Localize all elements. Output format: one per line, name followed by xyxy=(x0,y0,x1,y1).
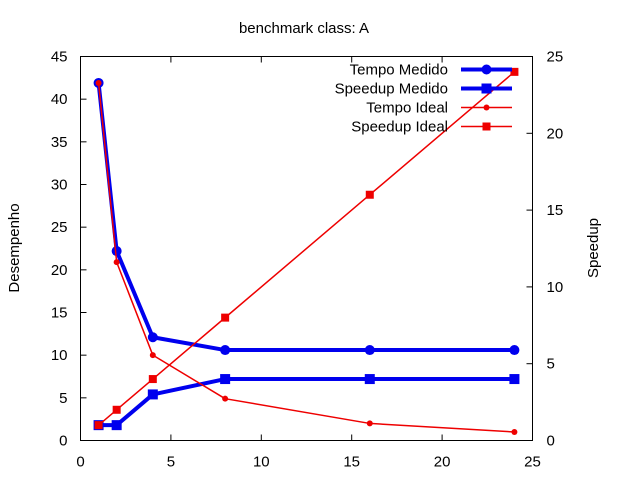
y-tick-label-9: 45 xyxy=(51,49,68,66)
series-3-point-2 xyxy=(148,375,157,384)
y2-tick-label-1: 5 xyxy=(547,356,555,373)
legend-marker-0 xyxy=(481,64,492,75)
series-1-point-4 xyxy=(364,374,375,385)
series-1-point-2 xyxy=(147,389,158,400)
series-3-point-3 xyxy=(221,313,230,322)
legend-label-3: Speedup Ideal xyxy=(351,119,448,136)
y-tick-label-6: 30 xyxy=(51,177,68,194)
y-tick-label-7: 35 xyxy=(51,134,68,151)
x-tick-label-1: 5 xyxy=(167,454,175,471)
legend-label-2: Tempo Ideal xyxy=(366,100,448,117)
series-2-point-2 xyxy=(149,352,156,359)
y-tick-label-1: 5 xyxy=(59,390,67,407)
series-2-point-1 xyxy=(113,259,120,266)
series-2-point-0 xyxy=(95,79,102,86)
y-tick-label-3: 15 xyxy=(51,305,68,322)
series-3-line xyxy=(98,71,515,426)
series-2 xyxy=(95,79,518,435)
series-2-line xyxy=(97,82,515,433)
x-tick-label-5: 25 xyxy=(524,454,541,471)
series-2-point-5 xyxy=(511,428,518,435)
series-3 xyxy=(94,67,519,430)
y2-tick-label-3: 15 xyxy=(547,202,564,219)
y-tick-label-5: 25 xyxy=(51,219,68,236)
series-3-point-1 xyxy=(112,405,121,414)
y2-tick-label-0: 0 xyxy=(547,433,555,450)
chart-title: benchmark class: A xyxy=(239,20,369,37)
legend: Tempo Medido Speedup Medido Tempo Ideal Spe… xyxy=(335,62,512,136)
x-tick-label-2: 10 xyxy=(253,454,270,471)
series-3-point-4 xyxy=(365,190,374,199)
y-axis-label: Desempenho xyxy=(6,203,23,292)
series-1-point-1 xyxy=(111,420,122,431)
x-tick-label-0: 0 xyxy=(76,454,84,471)
x-tick-label-4: 20 xyxy=(434,454,451,471)
series-1-point-3 xyxy=(220,374,231,385)
series-1-point-5 xyxy=(509,374,520,385)
legend-marker-3 xyxy=(482,122,491,131)
y-tick-label-0: 0 xyxy=(59,433,67,450)
series-3-point-0 xyxy=(94,421,103,430)
y-tick-label-2: 10 xyxy=(51,347,68,364)
plot-area xyxy=(93,67,520,435)
axis-ticks: 0 5 10 15 20 25 0 5 10 15 20 25 30 35 40 45 0 5 10 15 20 25 xyxy=(51,49,563,471)
series-0-point-2 xyxy=(147,332,158,343)
plot-frame xyxy=(80,56,533,441)
series-0-point-5 xyxy=(509,345,520,356)
y-tick-label-8: 40 xyxy=(51,91,68,108)
legend-label-0: Tempo Medido xyxy=(350,62,448,79)
series-2-point-3 xyxy=(222,395,229,402)
series-3-point-5 xyxy=(510,67,519,76)
series-2-point-4 xyxy=(366,420,373,427)
series-0-point-3 xyxy=(220,345,231,356)
series-1 xyxy=(93,374,520,431)
series-0-point-4 xyxy=(364,345,375,356)
series-0-point-1 xyxy=(111,246,122,257)
x-tick-label-3: 15 xyxy=(343,454,360,471)
series-0-line xyxy=(96,82,515,353)
legend-label-1: Speedup Medido xyxy=(335,81,448,98)
y2-tick-label-5: 25 xyxy=(547,49,564,66)
legend-marker-2 xyxy=(483,104,490,111)
y2-tick-label-4: 20 xyxy=(547,125,564,142)
y2-axis-label: Speedup xyxy=(585,218,602,278)
y-tick-label-4: 20 xyxy=(51,262,68,279)
series-1-line xyxy=(98,377,515,428)
series-0 xyxy=(93,77,520,356)
y2-tick-label-2: 10 xyxy=(547,279,564,296)
legend-marker-1 xyxy=(481,83,492,94)
